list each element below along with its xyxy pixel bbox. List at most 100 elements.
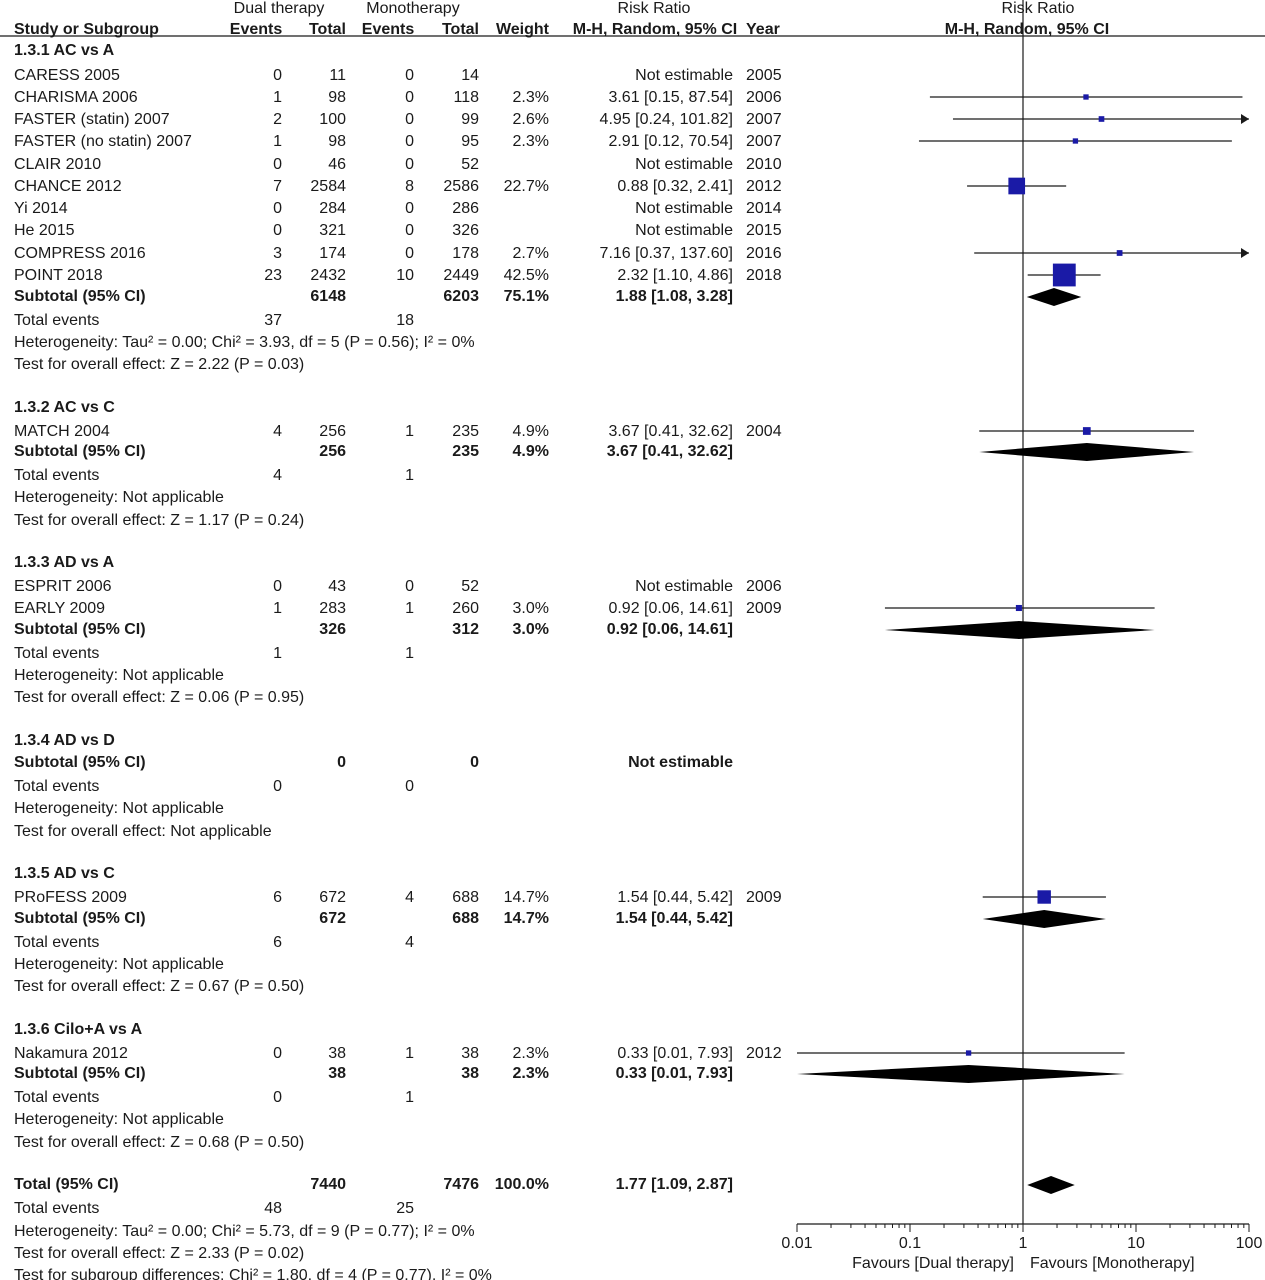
heterogeneity-text: Heterogeneity: Not applicable bbox=[14, 1111, 224, 1128]
year-value: 2009 bbox=[746, 889, 782, 906]
total-dual: 672 bbox=[319, 889, 346, 906]
subtotal-ci: Not estimable bbox=[628, 754, 733, 771]
year-value: 2012 bbox=[746, 178, 782, 195]
total-mono: 99 bbox=[461, 111, 479, 128]
subtotal-ci: 3.67 [0.41, 32.62] bbox=[607, 443, 733, 460]
total-events-dual: 0 bbox=[273, 778, 282, 795]
events-dual: 1 bbox=[273, 89, 282, 106]
ci-value: Not estimable bbox=[635, 200, 733, 217]
events-dual: 0 bbox=[273, 200, 282, 217]
col-weight: Weight bbox=[496, 21, 550, 38]
favours-left-label: Favours [Dual therapy] bbox=[852, 1255, 1014, 1272]
ci-value: 3.67 [0.41, 32.62] bbox=[608, 423, 733, 440]
events-mono: 10 bbox=[396, 267, 414, 284]
heterogeneity-text: Heterogeneity: Not applicable bbox=[14, 956, 224, 973]
subtotal-label: Subtotal (95% CI) bbox=[14, 621, 146, 638]
total-events-dual: 0 bbox=[273, 1089, 282, 1106]
ci-value: 1.54 [0.44, 5.42] bbox=[617, 889, 733, 906]
events-mono: 0 bbox=[405, 111, 414, 128]
total-events-label: Total events bbox=[14, 1200, 99, 1217]
events-mono: 0 bbox=[405, 578, 414, 595]
events-dual: 4 bbox=[273, 423, 282, 440]
total-dual: 98 bbox=[328, 89, 346, 106]
col-study: Study or Subgroup bbox=[14, 21, 159, 38]
total-events-mono: 1 bbox=[405, 645, 414, 662]
events-dual: 3 bbox=[273, 245, 282, 262]
ci-value: 0.92 [0.06, 14.61] bbox=[608, 600, 733, 617]
total-mono: 38 bbox=[461, 1045, 479, 1062]
subgroup-title: 1.3.3 AD vs A bbox=[14, 554, 115, 571]
study-name: CHANCE 2012 bbox=[14, 178, 122, 195]
weight-value: 2.3% bbox=[513, 89, 549, 106]
effect-square bbox=[965, 1050, 972, 1056]
study-name: ESPRIT 2006 bbox=[14, 578, 112, 595]
total-events-mono: 18 bbox=[396, 312, 414, 329]
total-overall-effect: Test for overall effect: Z = 2.33 (P = 0… bbox=[14, 1245, 304, 1262]
subtotal-total-mono: 312 bbox=[452, 621, 479, 638]
total-events-dual: 6 bbox=[273, 934, 282, 951]
ci-arrow bbox=[1241, 248, 1249, 258]
pooled-diamond bbox=[1027, 1176, 1075, 1194]
total-mono: 52 bbox=[461, 578, 479, 595]
events-dual: 0 bbox=[273, 222, 282, 239]
weight-value: 42.5% bbox=[504, 267, 549, 284]
col-events-dual: Events bbox=[230, 21, 283, 38]
effect-square bbox=[1037, 890, 1051, 904]
rr-header: Risk Ratio bbox=[618, 0, 691, 17]
events-mono: 8 bbox=[405, 178, 414, 195]
subtotal-total-mono: 235 bbox=[452, 443, 479, 460]
heterogeneity-text: Heterogeneity: Tau² = 0.00; Chi² = 3.93,… bbox=[14, 334, 475, 351]
subtotal-ci: 1.54 [0.44, 5.42] bbox=[616, 910, 733, 927]
ci-value: Not estimable bbox=[635, 222, 733, 239]
subtotal-label: Subtotal (95% CI) bbox=[14, 910, 146, 927]
events-dual: 0 bbox=[273, 1045, 282, 1062]
x-tick-label: 100 bbox=[1236, 1235, 1263, 1252]
total-events-label: Total events bbox=[14, 934, 99, 951]
col-total-mono: Total bbox=[442, 21, 479, 38]
events-dual: 0 bbox=[273, 578, 282, 595]
subtotal-total-dual: 0 bbox=[337, 754, 346, 771]
total-mono: 2586 bbox=[443, 178, 479, 195]
ci-value: 0.33 [0.01, 7.93] bbox=[617, 1045, 733, 1062]
year-value: 2014 bbox=[746, 200, 782, 217]
x-tick-label: 10 bbox=[1127, 1235, 1145, 1252]
total-events-label: Total events bbox=[14, 778, 99, 795]
study-name: Nakamura 2012 bbox=[14, 1045, 128, 1062]
events-mono: 0 bbox=[405, 156, 414, 173]
subtotal-total-dual: 672 bbox=[319, 910, 346, 927]
ci-value: Not estimable bbox=[635, 67, 733, 84]
effect-square bbox=[1072, 138, 1079, 144]
x-tick-label: 0.01 bbox=[781, 1235, 812, 1252]
study-name: Yi 2014 bbox=[14, 200, 68, 217]
ci-value: 7.16 [0.37, 137.60] bbox=[600, 245, 733, 262]
x-tick-label: 0.1 bbox=[899, 1235, 921, 1252]
year-value: 2005 bbox=[746, 67, 782, 84]
total-events-mono: 25 bbox=[396, 1200, 414, 1217]
events-dual: 0 bbox=[273, 67, 282, 84]
events-mono: 0 bbox=[405, 89, 414, 106]
events-mono: 0 bbox=[405, 67, 414, 84]
total-mono: 235 bbox=[452, 423, 479, 440]
subtotal-label: Subtotal (95% CI) bbox=[14, 754, 146, 771]
subtotal-total-dual: 6148 bbox=[310, 288, 346, 305]
year-value: 2009 bbox=[746, 600, 782, 617]
events-dual: 0 bbox=[273, 156, 282, 173]
events-mono: 1 bbox=[405, 1045, 414, 1062]
subtotal-weight: 75.1% bbox=[504, 288, 549, 305]
subtotal-total-dual: 256 bbox=[319, 443, 346, 460]
subtotal-weight: 2.3% bbox=[513, 1065, 549, 1082]
overall-effect-text: Test for overall effect: Not applicable bbox=[14, 823, 272, 840]
year-value: 2010 bbox=[746, 156, 782, 173]
events-dual: 1 bbox=[273, 600, 282, 617]
plot-subheader: M-H, Random, 95% CI bbox=[945, 21, 1109, 38]
subtotal-label: Subtotal (95% CI) bbox=[14, 1065, 146, 1082]
total-dual: 38 bbox=[328, 1045, 346, 1062]
subgroup-title: 1.3.4 AD vs D bbox=[14, 732, 115, 749]
subtotal-total-mono: 688 bbox=[452, 910, 479, 927]
effect-square bbox=[1052, 263, 1076, 287]
total-mono: 326 bbox=[452, 222, 479, 239]
events-mono: 0 bbox=[405, 200, 414, 217]
weight-value: 2.3% bbox=[513, 133, 549, 150]
total-mono: 178 bbox=[452, 245, 479, 262]
total-events-label: Total events bbox=[14, 467, 99, 484]
